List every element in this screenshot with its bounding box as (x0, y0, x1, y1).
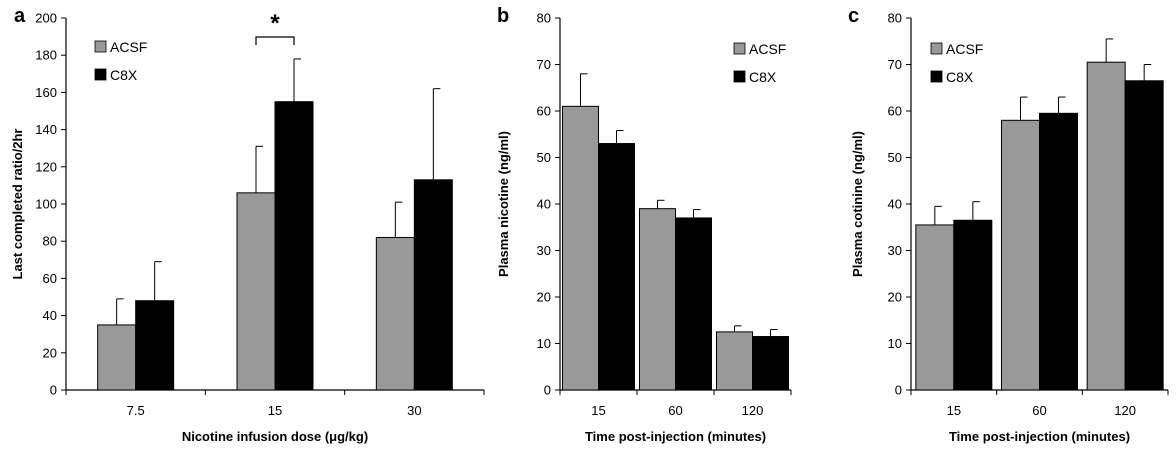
y-tick-label: 80 (43, 234, 57, 249)
y-tick-label: 60 (537, 104, 551, 119)
panel-label: c (848, 5, 859, 27)
y-tick-label: 50 (888, 150, 902, 165)
legend-swatch-acsf (733, 42, 746, 55)
x-tick-label: 60 (668, 403, 682, 418)
y-tick-label: 120 (35, 159, 57, 174)
bar-acsf-120 (716, 331, 753, 391)
y-tick-label: 160 (35, 85, 57, 100)
y-tick-label: 200 (35, 11, 57, 26)
y-axis-title: Last completed ratio/2hr (10, 129, 25, 280)
y-tick-label: 70 (888, 57, 902, 72)
bar-c8x-30 (413, 179, 453, 391)
bar-c8x-15 (274, 101, 314, 391)
y-tick-label: 0 (544, 383, 551, 398)
y-axis-title: Plasma nicotine (ng/ml) (496, 131, 511, 277)
x-axis-title: Time post-injection (minutes) (949, 429, 1130, 444)
panel-label: a (14, 5, 26, 27)
bar-c8x-60 (1039, 112, 1078, 391)
x-tick-label: 15 (591, 403, 605, 418)
bar-acsf-60 (1001, 119, 1040, 391)
bar-acsf-120 (1086, 61, 1126, 391)
y-tick-label: 100 (35, 197, 57, 212)
y-axis-title: Plasma cotinine (ng/ml) (850, 131, 865, 277)
bar-c8x-15 (953, 219, 993, 391)
bar-c8x-120 (752, 336, 789, 391)
legend-label: C8X (749, 69, 777, 85)
x-axis-title: Time post-injection (minutes) (585, 429, 766, 444)
y-tick-label: 70 (537, 57, 551, 72)
y-tick-label: 60 (888, 104, 902, 119)
legend-label: ACSF (110, 39, 147, 55)
bar-acsf-15 (562, 105, 599, 391)
y-tick-label: 10 (888, 336, 902, 351)
x-tick-label: 7.5 (127, 403, 145, 418)
legend-swatch-c8x (930, 70, 943, 83)
bar-c8x-15 (598, 143, 635, 391)
legend-swatch-c8x (94, 68, 107, 81)
bar-acsf-7.5 (97, 324, 137, 391)
y-tick-label: 20 (43, 345, 57, 360)
legend-swatch-acsf (930, 42, 943, 55)
bar-acsf-60 (639, 208, 676, 391)
y-tick-label: 180 (35, 48, 57, 63)
y-tick-label: 140 (35, 122, 57, 137)
y-tick-label: 80 (537, 11, 551, 26)
bar-c8x-7.5 (135, 300, 175, 391)
bar-acsf-15 (236, 192, 276, 391)
significance-star: * (270, 10, 280, 37)
y-tick-label: 30 (537, 243, 551, 258)
bar-acsf-15 (915, 224, 955, 391)
y-tick-label: 0 (895, 383, 902, 398)
x-tick-label: 120 (1114, 403, 1136, 418)
legend-label: C8X (110, 67, 138, 83)
y-tick-label: 40 (43, 308, 57, 323)
y-tick-label: 20 (888, 290, 902, 305)
bar-c8x-120 (1124, 80, 1164, 391)
legend-label: ACSF (946, 41, 983, 57)
legend-swatch-c8x (733, 70, 746, 83)
y-tick-label: 60 (43, 271, 57, 286)
panel-label: b (497, 5, 509, 27)
y-tick-label: 80 (888, 11, 902, 26)
x-tick-label: 15 (268, 403, 282, 418)
x-tick-label: 60 (1032, 403, 1046, 418)
bar-c8x-60 (675, 217, 712, 391)
x-tick-label: 30 (407, 403, 421, 418)
y-tick-label: 40 (888, 197, 902, 212)
x-axis-title: Nicotine infusion dose (μg/kg) (182, 429, 368, 444)
significance-bracket (255, 36, 295, 45)
y-tick-label: 40 (537, 197, 551, 212)
legend-label: ACSF (749, 41, 786, 57)
y-tick-label: 30 (888, 243, 902, 258)
y-tick-label: 0 (50, 383, 57, 398)
y-tick-label: 20 (537, 290, 551, 305)
x-tick-label: 15 (947, 403, 961, 418)
x-tick-label: 120 (742, 403, 764, 418)
legend-label: C8X (946, 69, 974, 85)
bar-acsf-30 (375, 236, 415, 391)
y-tick-label: 10 (537, 336, 551, 351)
legend-swatch-acsf (94, 40, 107, 53)
y-tick-label: 50 (537, 150, 551, 165)
